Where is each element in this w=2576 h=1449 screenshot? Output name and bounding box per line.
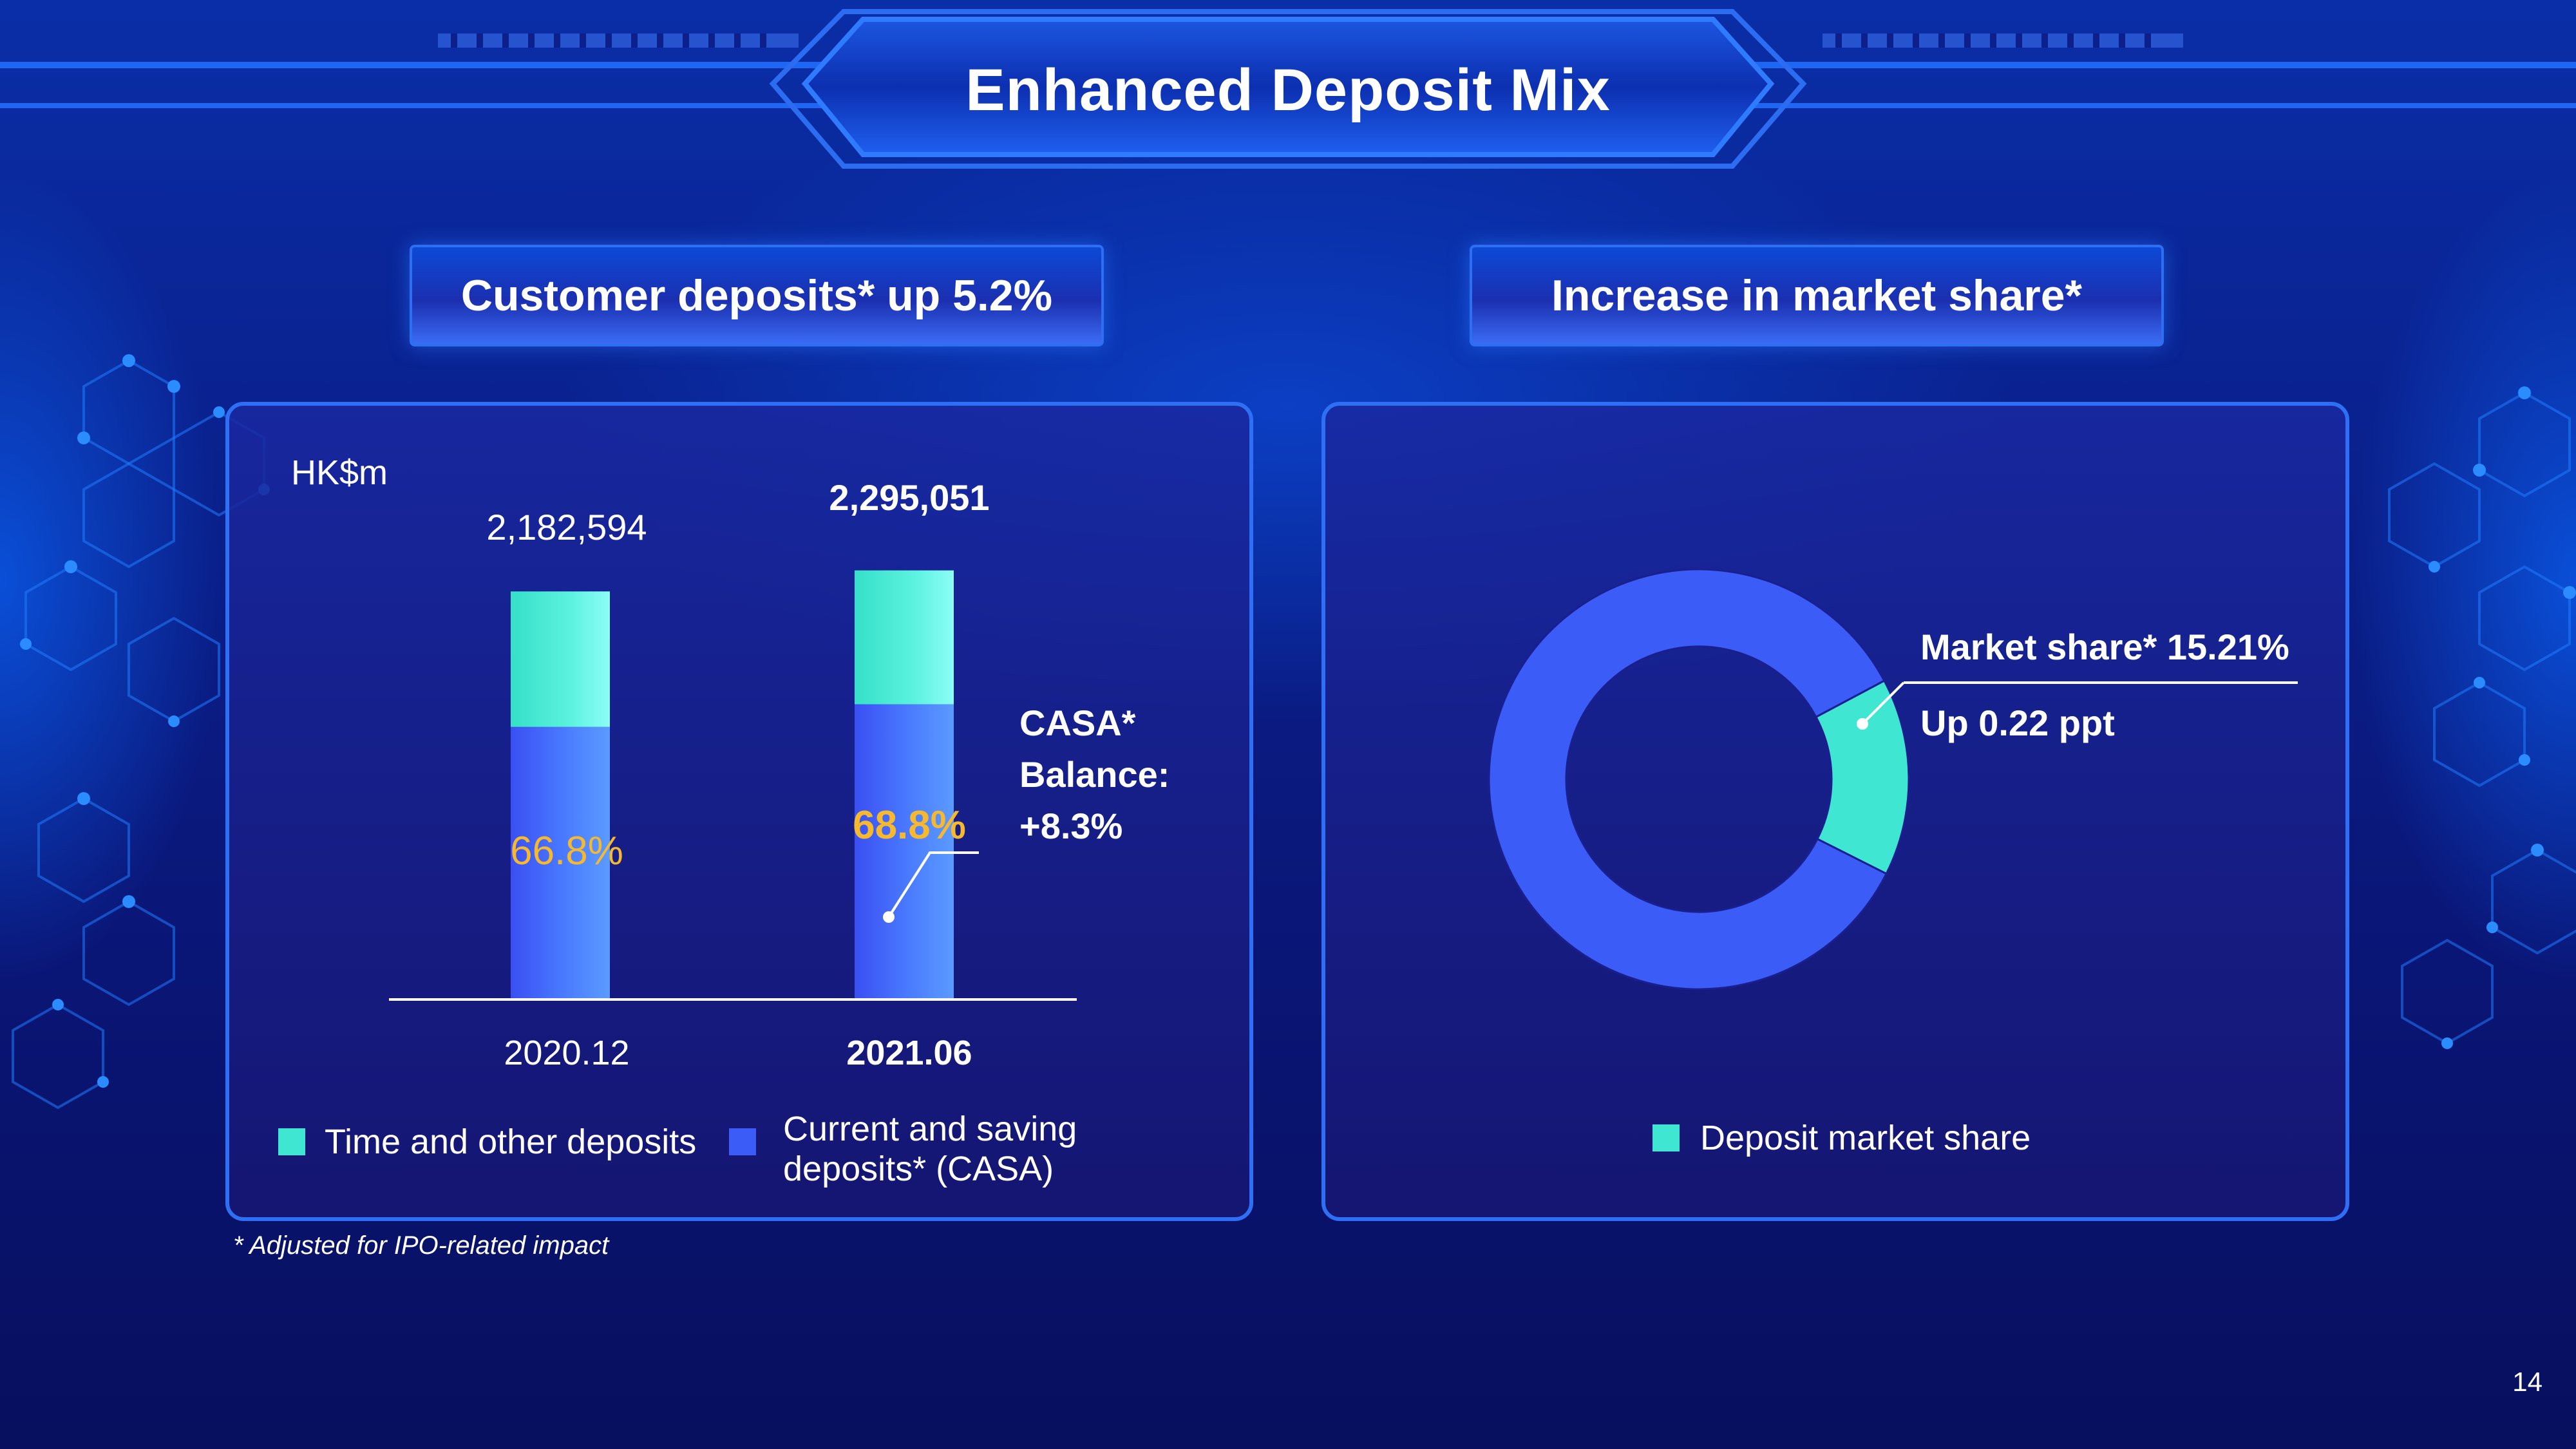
legend-label-casa-line1: Current and saving: [783, 1110, 1077, 1148]
casa-share-label: 68.8%: [853, 803, 966, 848]
hex-pattern-left: [12, 354, 270, 1110]
footnote: * Adjusted for IPO-related impact: [233, 1231, 609, 1260]
casa-note-line2: Balance:: [1019, 754, 1170, 795]
bar-total-label: 2,182,594: [486, 507, 647, 547]
left-section-header: Customer deposits* up 5.2%: [410, 245, 1104, 346]
bar-segment-time-deposits: [511, 591, 610, 727]
page-number: 14: [2512, 1367, 2543, 1397]
page-title: Enhanced Deposit Mix: [965, 57, 1611, 123]
stacked-bar-chart: [389, 570, 1077, 1001]
unit-label: HK$m: [291, 453, 388, 492]
legend-swatch-market-share: [1653, 1124, 1680, 1151]
casa-share-label: 66.8%: [510, 829, 623, 873]
market-share-leader-line: [1861, 681, 1905, 725]
casa-note-line3: +8.3%: [1019, 806, 1123, 846]
donut-chart: [1488, 568, 2298, 990]
x-tick-label: 2021.06: [846, 1034, 972, 1072]
casa-leader-line: [887, 851, 979, 918]
deposits-panel: [225, 402, 1253, 1221]
legend-label-market-share: Deposit market share: [1700, 1119, 2031, 1157]
market-share-callout: Market share* 15.21%: [1920, 627, 2289, 667]
legend-label-casa-line2: deposits* (CASA): [783, 1150, 1054, 1188]
market-share-change: Up 0.22 ppt: [1920, 703, 2115, 743]
right-section-header: Increase in market share*: [1470, 245, 2164, 346]
x-tick-label: 2020.12: [504, 1034, 630, 1072]
hex-pattern-right: [2388, 386, 2576, 1049]
casa-note-line1: CASA*: [1019, 703, 1136, 743]
legend-swatch-time-deposits: [278, 1128, 305, 1155]
market-share-leader-dot: [1857, 718, 1868, 730]
legend-swatch-casa: [729, 1128, 756, 1155]
bar-segment-time-deposits: [855, 570, 954, 705]
bar-total-label: 2,295,051: [829, 477, 990, 518]
bar-segment-casa: [511, 726, 610, 999]
legend-label-time-deposits: Time and other deposits: [325, 1122, 697, 1161]
title-banner: [0, 9, 2576, 169]
donut-slice-other: [1488, 568, 1888, 990]
casa-leader-dot: [883, 911, 895, 923]
